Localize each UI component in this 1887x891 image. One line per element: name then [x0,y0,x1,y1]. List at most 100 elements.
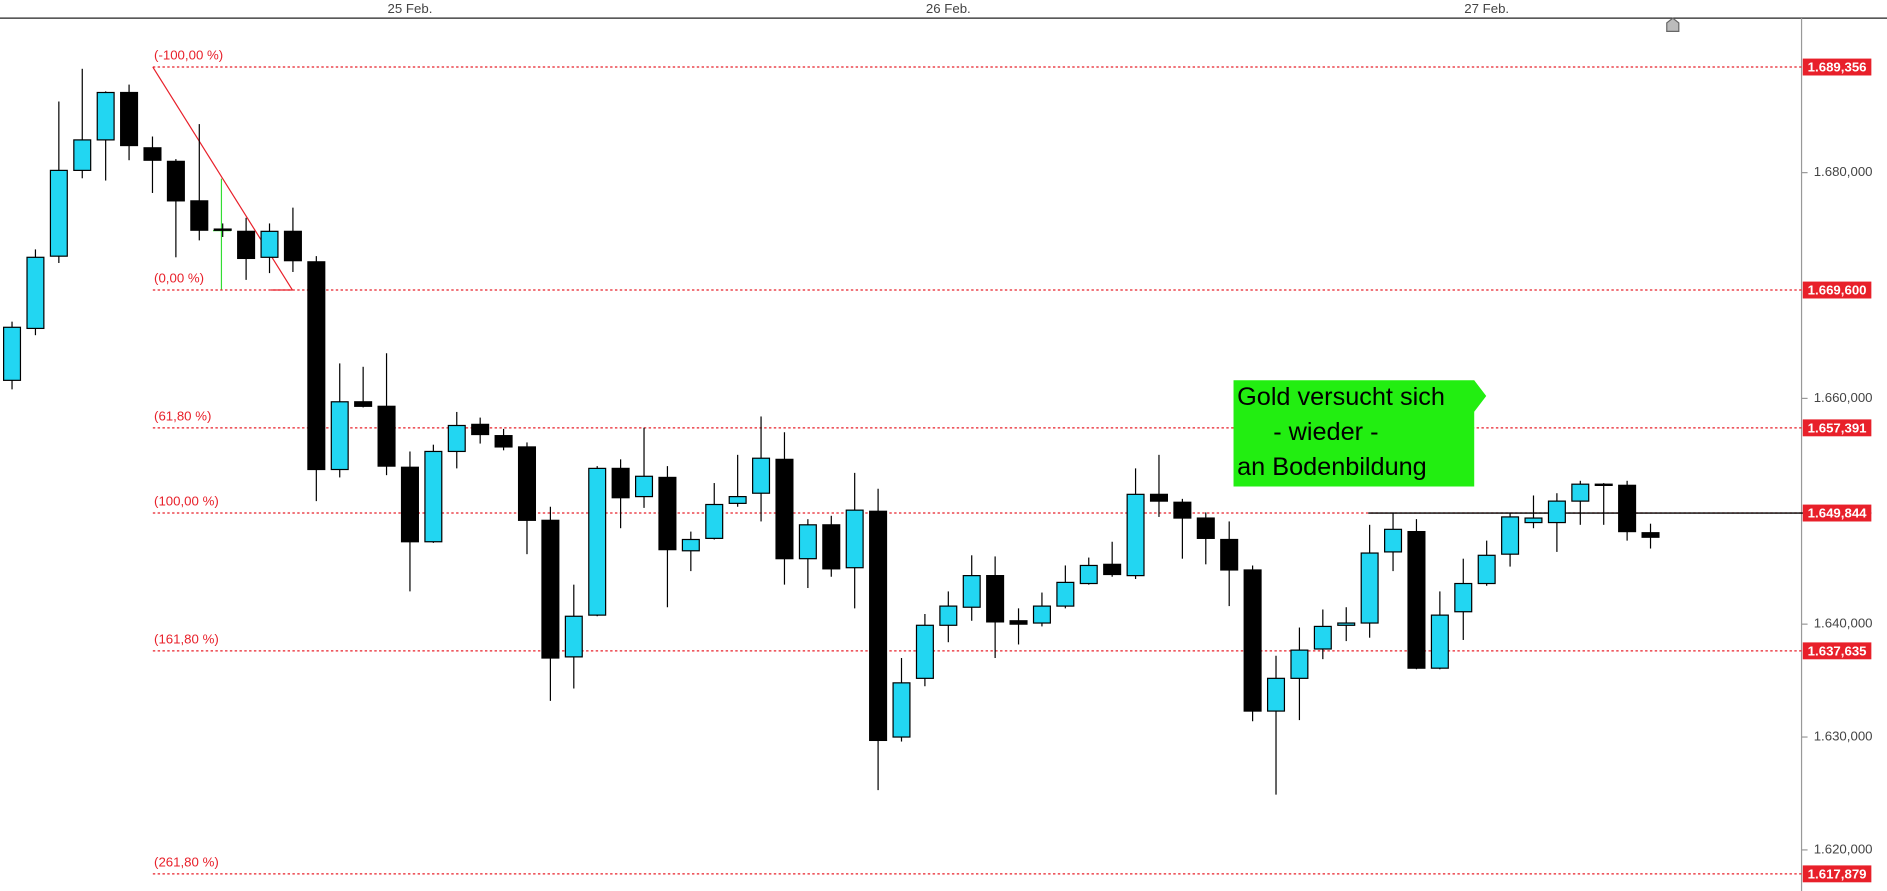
price-box-label: 1.649,844 [1808,506,1867,521]
y-tick-label: 1.680,000 [1814,164,1873,179]
candle-body [1477,554,1496,585]
x-tick-label: 27 Feb. [1464,1,1509,16]
candle-body [1290,649,1309,679]
candle-body [1009,620,1028,625]
price-box [1802,642,1872,660]
candle-body [705,503,724,539]
candle-body [1641,532,1660,538]
candle-body [1337,622,1356,626]
candle-body [49,169,68,257]
level-label: (0,00 %) [154,271,204,286]
candle-body [822,524,841,570]
candle-body [962,575,981,608]
home-icon[interactable] [1666,17,1680,32]
candle-body [892,682,911,738]
candle-body [915,624,934,679]
y-tick-label: 1.640,000 [1814,616,1873,631]
level-label: (61,80 %) [154,408,211,423]
candle-body [1266,677,1286,712]
candle-body [166,160,185,202]
candle-body [1173,501,1192,519]
candle-body [1079,564,1098,585]
price-box [1802,504,1872,522]
candle-body [986,575,1005,623]
price-box [1802,419,1872,437]
candle-body [1056,581,1075,607]
annotation-text: Gold versucht sich [1237,383,1445,411]
annotation-text: an Bodenbildung [1237,453,1427,481]
candle-body [237,230,256,260]
price-box-label: 1.657,391 [1808,421,1867,436]
candle-body [541,519,560,659]
candle-body [1618,484,1637,533]
level-label: (100,00 %) [154,494,219,509]
candle-body [120,91,139,147]
price-box [1802,58,1872,76]
candle-body [1384,528,1403,553]
candle-body [845,509,864,569]
level-label: (261,80 %) [154,854,219,869]
candle-body [330,401,349,471]
candle-body [1313,625,1332,650]
candle-body [283,230,302,262]
candle-body [1547,500,1566,524]
candle-body [1571,483,1590,502]
candle-body [424,450,443,543]
candle-body [1103,563,1122,576]
candle-body [1524,517,1543,524]
candle-body [564,615,583,658]
candle-body [634,475,654,498]
candle-body [26,256,45,330]
candle-body [517,446,537,521]
x-tick-label: 25 Feb. [388,1,433,16]
candle-body [213,228,232,231]
y-tick-label: 1.620,000 [1814,841,1873,856]
candle-body [1220,538,1239,571]
price-box [1802,281,1872,299]
level-label: (161,80 %) [154,631,219,646]
candle-body [1594,483,1613,486]
candle-body [798,524,817,560]
candle-body [1430,614,1449,669]
candle-body [190,200,209,231]
candle-body [588,467,607,616]
candle-body [1243,569,1262,712]
price-box-label: 1.637,635 [1808,644,1867,659]
price-box-label: 1.689,356 [1808,60,1867,75]
candle-body [1501,516,1520,555]
candle-body [728,495,747,504]
candle-body [354,401,373,407]
candle-body [658,476,677,551]
level-label: (-100,00 %) [154,48,223,63]
candle-body [1149,493,1169,502]
candle-body [752,457,771,494]
candle-body [775,458,794,560]
candle-body [1032,605,1051,624]
candle-body [307,261,326,471]
candle-body [3,326,22,381]
annotation-box [1233,380,1487,487]
candle-body [681,538,700,552]
annotation-text: - wieder - [1273,418,1378,446]
x-tick-label: 26 Feb. [926,1,971,16]
candle-body [73,139,92,171]
candle-body [611,467,630,499]
candle-body [1360,552,1379,624]
candle-body [400,466,419,543]
y-tick-label: 1.660,000 [1814,390,1873,405]
candle-body [1126,493,1145,577]
candle-body [1196,517,1215,539]
candle-body [939,605,958,626]
price-box [1802,865,1872,883]
candle-body [96,91,115,141]
candle-body [869,510,888,742]
candle-body [377,405,396,467]
candle-body [1407,530,1426,669]
candle-body [1454,582,1473,613]
candle-body [143,147,162,161]
price-box-label: 1.617,879 [1808,867,1867,882]
price-box-label: 1.669,600 [1808,283,1867,298]
candle-body [260,230,279,258]
